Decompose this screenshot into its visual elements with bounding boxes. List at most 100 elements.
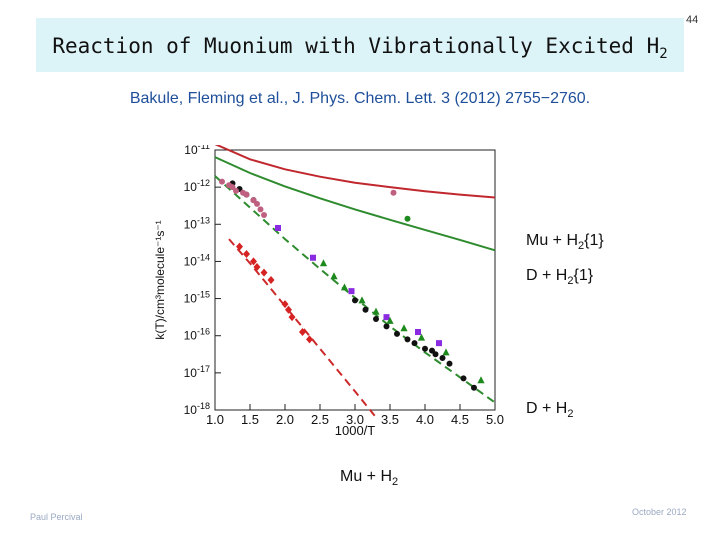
x-tick-label: 4.5 [451,412,469,427]
point-d-h2-black [373,316,379,322]
point-d-h2-black [383,323,390,330]
point-d-h2-black [471,384,477,391]
y-tick-label: 10-11 [184,145,210,157]
point-d-h2-black [404,336,411,343]
footer-author: Paul Percival [30,512,83,522]
point-d-h2-green [319,259,328,267]
point-d-h2-black [394,330,400,337]
point-d-h2-purple [436,340,442,347]
point-mu-h2-1-pink [233,187,239,194]
point-mu-h2-1-pink [254,200,260,207]
point-mu-h2-1-pink [243,191,250,198]
citation: Bakule, Fleming et al., J. Phys. Chem. L… [129,90,591,107]
y-tick-exponent: -12 [197,178,210,188]
point-d-h2-green [417,333,426,341]
point-mu-h2-red [288,313,296,322]
y-tick-base: 10 [184,403,198,417]
y-tick-exponent: -15 [197,290,210,300]
x-tick-label: 1.0 [206,412,224,427]
x-tick-label: 5.0 [486,412,504,427]
point-d-h2-green [358,296,366,304]
point-d-h2-black [432,351,439,358]
point-d-h2-purple [383,314,390,321]
point-d-h2-black [439,355,446,361]
point-mu-h2-red [236,242,243,251]
point-d-h2-green [372,307,380,315]
y-tick-base: 10 [184,254,198,268]
point-d-h2-black [362,306,369,313]
point-mu-h2-red [281,300,289,309]
label-d-h2-v1: D + H2{1} [526,267,594,288]
rate-constant-chart: 1.0 1.5 2.0 2.5 3.0 3.5 4.0 4.5 5.010-1110-1210-… [153,145,504,438]
curve-mu-h2-fit [228,238,377,419]
plot-frame [214,149,496,411]
y-tick-base: 10 [184,180,198,194]
slide-title: Reaction of Muonium with Vibrationally E… [52,34,668,63]
point-mu-h2-red [243,250,250,258]
y-tick-label: 10-16 [184,327,210,343]
point-d-h2-green [477,376,485,384]
point-mu-h2-1-data [390,189,397,196]
curve-mu-h2-1-theory [214,145,496,199]
y-tick-base: 10 [184,292,198,306]
x-tick-label: 2.0 [276,412,294,427]
label-mu-h2: Mu + H2 [340,468,399,489]
point-mu-h2-1-pink [257,206,264,213]
y-tick-label: 10-15 [184,290,210,306]
point-d-h2-black [352,297,358,304]
y-tick-label: 10-14 [184,252,210,268]
point-d-h2-purple [348,288,355,295]
y-tick-label: 10-17 [184,364,210,380]
y-tick-exponent: -18 [197,401,210,411]
point-mu-h2-1-pink [261,212,267,218]
point-d-h2-purple [415,329,421,335]
point-d-h2-black [422,345,428,352]
point-d-h2-purple [275,225,281,231]
title-banner: Reaction of Muonium with Vibrationally E… [36,18,684,72]
point-mu-h2-red [253,263,261,271]
y-tick-base: 10 [184,145,198,157]
x-axis-label: 1000/T [335,423,376,438]
point-d-h2-black [460,375,467,382]
axis-ticks: 1.0 1.5 2.0 2.5 3.0 3.5 4.0 4.5 5.010-1110-1210-… [184,145,504,427]
point-mu-h2-red [306,335,313,344]
x-tick-label: 4.0 [416,412,434,427]
point-d-h2-black [446,360,453,367]
y-tick-label: 10-18 [184,401,210,417]
point-mu-h2-red [285,305,292,314]
y-tick-exponent: -17 [197,364,210,374]
point-d-h2-1-data [404,215,411,222]
x-tick-label: 3.0 [346,412,364,427]
y-tick-base: 10 [184,217,198,231]
x-tick-label: 3.5 [381,412,399,427]
point-d-h2-green [386,316,394,324]
slide-number: 44 [686,14,699,26]
data-points [219,178,485,391]
x-tick-label: 1.5 [241,412,259,427]
y-tick-exponent: -16 [197,327,210,337]
curve-d-h2-1-theory [214,156,496,252]
label-mu-h2-v1: Mu + H2{1} [526,232,604,253]
y-tick-label: 10-13 [184,215,210,231]
point-mu-h2-red [267,276,275,284]
point-d-h2-green [340,283,349,291]
point-d-h2-green [400,324,408,332]
label-d-h2: D + H2 [526,400,574,421]
point-d-h2-green [330,272,338,280]
x-tick-label: 2.5 [311,412,329,427]
point-mu-h2-red [260,268,268,277]
y-axis-label: k(T)/cm³molecule⁻¹s⁻¹ [153,220,167,339]
point-d-h2-green [442,348,450,356]
point-d-h2-purple [310,254,316,261]
point-mu-h2-1-pink [219,178,225,185]
y-tick-base: 10 [184,366,198,380]
y-tick-exponent: -13 [197,215,210,225]
y-tick-exponent: -14 [197,252,210,262]
y-tick-base: 10 [184,329,198,343]
point-mu-h2-red [299,328,306,336]
point-d-h2-black [411,340,418,347]
y-tick-exponent: -11 [198,145,210,151]
point-mu-h2-red [250,257,257,266]
y-tick-label: 10-12 [184,178,210,194]
footer-date: October 2012 [632,507,687,517]
